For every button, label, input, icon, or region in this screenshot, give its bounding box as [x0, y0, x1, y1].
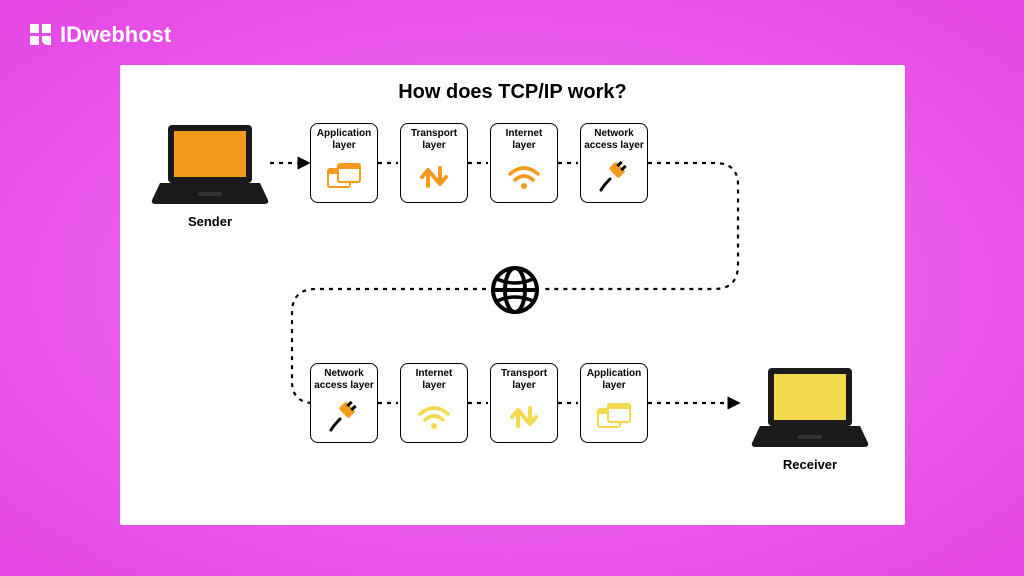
layer-label: Application layer [313, 128, 375, 151]
layer-top-application: Application layer [310, 123, 378, 203]
layer-label: Transport layer [403, 128, 465, 151]
layer-label: Network access layer [583, 128, 645, 151]
wifi-icon [416, 395, 452, 438]
layer-label: Network access layer [313, 368, 375, 391]
cable-icon [596, 155, 632, 198]
layer-label: Internet layer [493, 128, 555, 151]
layer-top-internet: Internet layer [490, 123, 558, 203]
layer-label: Application layer [583, 368, 645, 391]
layer-bottom-network-access: Network access layer [310, 363, 378, 443]
updown-icon [417, 155, 451, 198]
diagram-card: How does TCP/IP work? Sender [120, 65, 905, 525]
sender-label: Sender [150, 214, 270, 229]
receiver-label: Receiver [750, 457, 870, 472]
layer-top-transport: Transport layer [400, 123, 468, 203]
layer-bottom-internet: Internet layer [400, 363, 468, 443]
updown-icon [507, 395, 541, 438]
layer-top-network-access: Network access layer [580, 123, 648, 203]
layer-bottom-transport: Transport layer [490, 363, 558, 443]
layer-label: Internet layer [403, 368, 465, 391]
brand-name: IDwebhost [60, 22, 171, 48]
sender-laptop: Sender [150, 120, 270, 229]
diagram-title: How does TCP/IP work? [120, 81, 905, 104]
windows-icon [596, 395, 632, 438]
windows-icon [326, 155, 362, 198]
layer-bottom-application: Application layer [580, 363, 648, 443]
wifi-icon [506, 155, 542, 198]
receiver-laptop: Receiver [750, 363, 870, 472]
globe-icon [488, 263, 542, 317]
cable-icon [326, 395, 362, 438]
brand-logo-icon [30, 24, 52, 46]
brand-logo: IDwebhost [30, 22, 171, 48]
layer-label: Transport layer [493, 368, 555, 391]
